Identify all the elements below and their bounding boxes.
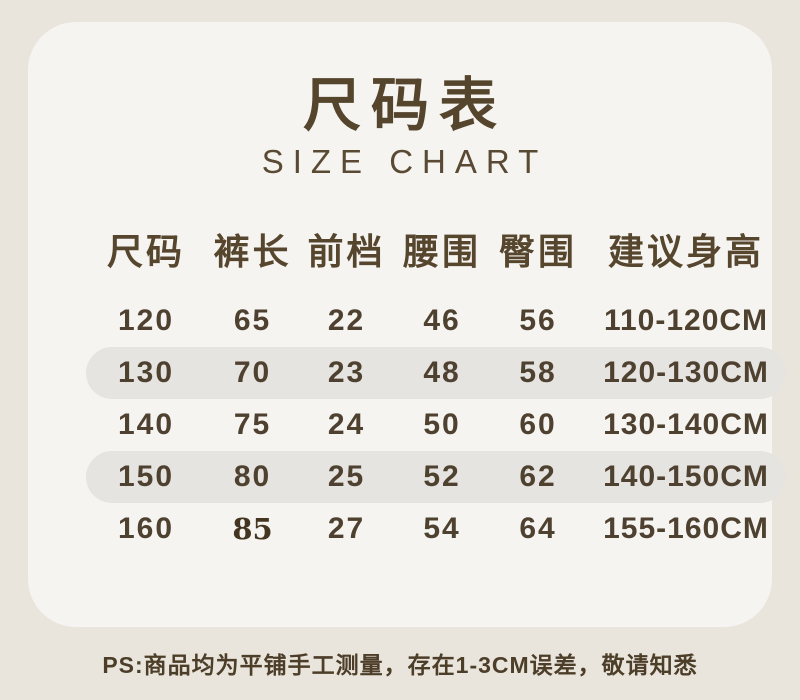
waist-cell: 52 — [423, 460, 461, 493]
header-pants-length: 裤长 — [213, 231, 292, 272]
front-rise-cell: 27 — [327, 512, 366, 545]
page-title: 尺码表 — [302, 73, 507, 138]
hip-cell: 64 — [519, 512, 557, 545]
waist-cell: 46 — [423, 304, 461, 337]
height-range-cell: 155-160CM — [603, 512, 769, 545]
waist-cell: 48 — [423, 356, 461, 389]
hip-cell: 60 — [519, 408, 557, 441]
table-row: 120 65 22 46 56 110-120CM — [86, 295, 786, 347]
size-table: 尺码 裤长 前档 腰围 臀围 建议身高 120 65 22 46 56 110-… — [86, 219, 786, 555]
page-subtitle: SIZE CHART — [261, 143, 548, 180]
hip-cell: 62 — [519, 460, 557, 493]
size-cell: 150 — [117, 460, 175, 493]
size-chart-card: 尺码表 SIZE CHART 尺码 裤长 前档 腰围 臀围 建议身高 120 6… — [28, 22, 786, 627]
height-range-cell: 140-150CM — [603, 460, 769, 493]
size-cell: 140 — [117, 408, 175, 441]
table-row: 160 85 27 54 64 155-160CM — [86, 503, 786, 555]
table-header-row: 尺码 裤长 前档 腰围 臀围 建议身高 — [86, 219, 786, 279]
header-height-range: 建议身高 — [607, 231, 764, 272]
size-cell: 130 — [117, 356, 175, 389]
table-row: 140 75 24 50 60 130-140CM — [86, 399, 786, 451]
waist-cell: 50 — [423, 408, 461, 441]
size-cell: 120 — [117, 304, 175, 337]
header-hip: 臀围 — [498, 231, 577, 272]
pants-length-cell-edited: 85 — [232, 512, 273, 546]
header-size: 尺码 — [106, 231, 185, 272]
hip-cell: 58 — [519, 356, 557, 389]
pants-length-cell: 70 — [233, 356, 272, 389]
header-front-rise: 前档 — [307, 231, 386, 272]
pants-length-cell: 65 — [233, 304, 272, 337]
height-range-cell: 120-130CM — [603, 356, 769, 389]
front-rise-cell: 24 — [327, 408, 366, 441]
table-row: 130 70 23 48 58 120-130CM — [86, 347, 786, 399]
size-cell: 160 — [117, 512, 175, 545]
front-rise-cell: 22 — [327, 304, 366, 337]
pants-length-cell: 80 — [233, 460, 272, 493]
height-range-cell: 130-140CM — [603, 408, 769, 441]
measurement-disclaimer: PS:商品均为平铺手工测量，存在1-3CM误差，敬请知悉 — [102, 652, 698, 678]
table-row: 150 80 25 52 62 140-150CM — [86, 451, 786, 503]
front-rise-cell: 25 — [327, 460, 366, 493]
hip-cell: 56 — [519, 304, 557, 337]
height-range-cell: 110-120CM — [603, 304, 769, 337]
front-rise-cell: 23 — [327, 356, 366, 389]
header-waist: 腰围 — [402, 231, 481, 272]
pants-length-cell: 75 — [233, 408, 272, 441]
waist-cell: 54 — [423, 512, 461, 545]
